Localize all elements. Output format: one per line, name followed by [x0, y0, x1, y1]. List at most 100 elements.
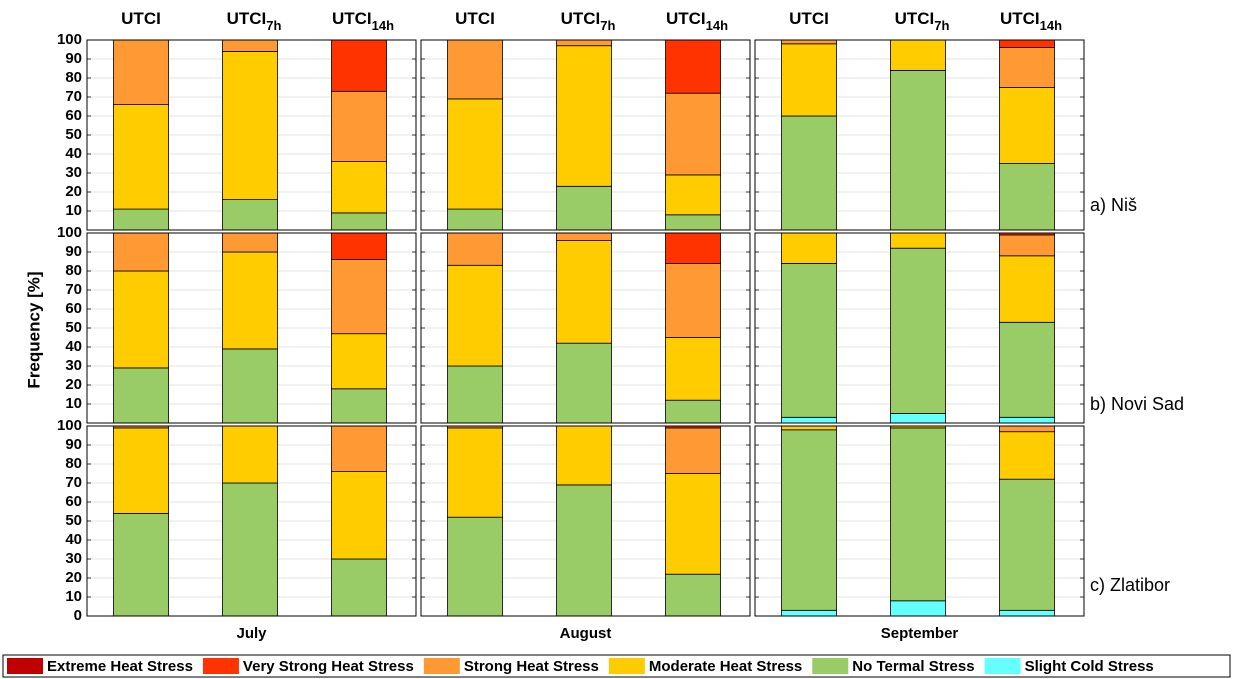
- bar-segment: [222, 51, 278, 200]
- legend-label: Moderate Heat Stress: [649, 658, 802, 675]
- legend-swatch: [984, 658, 1021, 674]
- y-tick-label: 70: [65, 88, 82, 105]
- bar-segment: [331, 259, 387, 335]
- y-tick-label: 0: [74, 607, 82, 624]
- bar-segment: [331, 471, 387, 560]
- bar-segment: [331, 333, 387, 390]
- y-tick-label: 60: [65, 493, 82, 510]
- bar-segment: [556, 232, 612, 241]
- legend-swatch: [812, 658, 849, 674]
- bar-segment: [781, 429, 837, 611]
- bar-segment: [999, 255, 1055, 323]
- panel-frame: [420, 425, 751, 617]
- bar-segment: [890, 427, 946, 602]
- legend-swatch: [7, 658, 43, 674]
- y-tick-label: 20: [65, 569, 82, 586]
- header-subscript: 14h: [372, 18, 394, 33]
- header-text: UTCI: [895, 9, 935, 28]
- bar-segment: [665, 214, 721, 231]
- y-tick-label: 30: [65, 550, 82, 567]
- bar-segment: [999, 39, 1055, 48]
- bar-segment: [999, 234, 1055, 257]
- y-tick-label: 80: [65, 69, 82, 86]
- bar-segment: [665, 174, 721, 216]
- bar-segment: [222, 39, 278, 52]
- bar-segment: [222, 482, 278, 617]
- row-label: b) Novi Sad: [1090, 394, 1184, 414]
- bar-segment: [781, 232, 837, 264]
- y-tick-label: 40: [65, 531, 82, 548]
- y-tick-label: 50: [65, 512, 82, 529]
- row-label: a) Niš: [1090, 195, 1137, 215]
- y-tick-label: 90: [65, 50, 82, 67]
- header-text: UTCI: [121, 9, 161, 28]
- bar-segment: [890, 413, 946, 424]
- bar-segment: [331, 90, 387, 163]
- header-text: UTCI: [332, 9, 372, 28]
- column-header: UTCI: [789, 9, 829, 28]
- panel-frame: [754, 425, 1085, 617]
- panel-frame: [420, 39, 751, 231]
- y-tick-label: 20: [65, 183, 82, 200]
- bar-segment: [665, 427, 721, 474]
- y-tick-label: 80: [65, 455, 82, 472]
- y-tick-label: 50: [65, 319, 82, 336]
- panel-frame: [86, 39, 417, 231]
- column-header: UTCI: [455, 9, 495, 28]
- bar-segment: [781, 39, 837, 45]
- bar-segment: [556, 240, 612, 344]
- header-subscript: 7h: [600, 18, 615, 33]
- column-header: UTCI14h: [1000, 9, 1062, 33]
- panel-frame: [754, 39, 1085, 231]
- bar-segment: [781, 425, 837, 431]
- y-tick-label: 80: [65, 262, 82, 279]
- bar-segment: [999, 425, 1055, 433]
- header-subscript: 7h: [266, 18, 281, 33]
- bar-segment: [999, 478, 1055, 611]
- bar-segment: [665, 92, 721, 176]
- header-text: UTCI: [561, 9, 601, 28]
- legend-label: Extreme Heat Stress: [47, 658, 193, 675]
- header-subscript: 14h: [706, 18, 728, 33]
- bar-segment: [890, 232, 946, 249]
- panel-frame: [86, 232, 417, 424]
- bar-segment: [222, 425, 278, 484]
- legend-label: Slight Cold Stress: [1025, 658, 1154, 675]
- bar-segment: [447, 98, 503, 210]
- header-text: UTCI: [1000, 9, 1040, 28]
- bar-segment: [999, 47, 1055, 88]
- bar-segment: [890, 600, 946, 617]
- bar-segment: [447, 208, 503, 231]
- panel-frame: [420, 232, 751, 424]
- bar-segment: [556, 425, 612, 486]
- header-subscript: 7h: [934, 18, 949, 33]
- bar-segment: [665, 39, 721, 94]
- bar-segment: [665, 573, 721, 617]
- bar-segment: [113, 513, 169, 617]
- bar-segment: [113, 270, 169, 369]
- bar-segment: [556, 342, 612, 424]
- bar-segment: [665, 399, 721, 424]
- column-header: UTCI14h: [332, 9, 394, 33]
- bar-segment: [999, 321, 1055, 418]
- month-label: July: [236, 625, 267, 642]
- bar-segment: [556, 484, 612, 617]
- y-tick-label: 40: [65, 145, 82, 162]
- column-header: UTCI7h: [895, 9, 950, 33]
- header-text: UTCI: [666, 9, 706, 28]
- y-tick-label: 100: [57, 31, 82, 48]
- row-label: c) Zlatibor: [1090, 575, 1170, 595]
- bar-segment: [665, 262, 721, 338]
- bar-segment: [781, 416, 837, 424]
- y-tick-label: 20: [65, 376, 82, 393]
- panel-frame: [86, 425, 417, 617]
- column-header: UTCI14h: [666, 9, 728, 33]
- bar-segment: [331, 161, 387, 214]
- bar-segment: [113, 367, 169, 424]
- y-tick-label: 60: [65, 300, 82, 317]
- bar-segment: [999, 609, 1055, 617]
- y-tick-label: 60: [65, 107, 82, 124]
- bar-segment: [113, 208, 169, 231]
- bar-segment: [781, 115, 837, 231]
